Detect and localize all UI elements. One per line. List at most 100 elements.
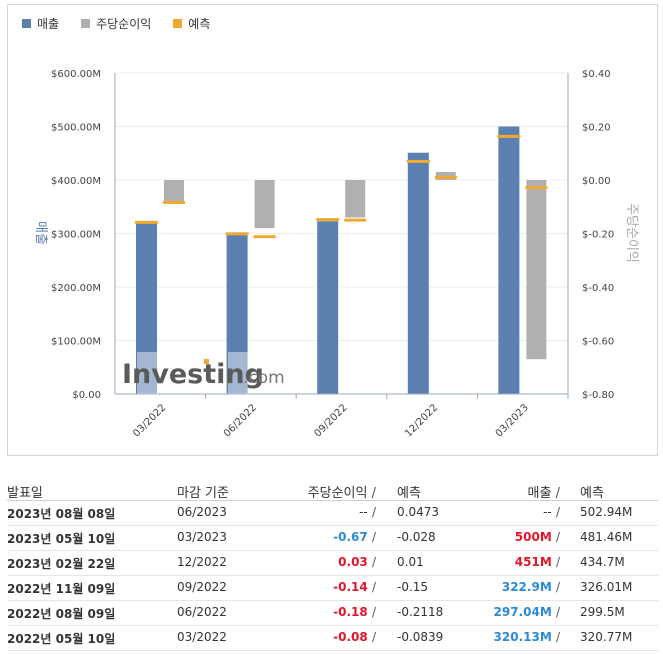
row-revenue-value: -- bbox=[543, 505, 552, 519]
y-tick-label-right: $0.00 bbox=[582, 176, 611, 187]
y-tick-label-left: $600.00M bbox=[51, 69, 101, 80]
row-eps-value: 0.03 bbox=[338, 555, 368, 569]
row-eps-slash: / bbox=[371, 605, 376, 619]
forecast-swatch-icon bbox=[173, 19, 183, 28]
eps-swatch-icon bbox=[81, 19, 91, 28]
legend-label-revenue: 매출 bbox=[37, 17, 60, 31]
row-eps-slash: / bbox=[371, 505, 376, 519]
row-date: 2023년 05월 10일 bbox=[7, 532, 116, 546]
watermark-fade bbox=[137, 352, 158, 394]
row-revenue-value: 500M bbox=[514, 530, 552, 544]
revenue-forecast-marker bbox=[135, 220, 158, 224]
table-body: 2023년 08월 08일 06/2023 -- / 0.0473 -- / 502.94… bbox=[7, 501, 658, 651]
row-eps-forecast: -0.15 bbox=[397, 580, 429, 594]
row-eps-value: -0.14 bbox=[333, 580, 368, 594]
table-row[interactable]: 2023년 02월 22일 12/2022 0.03 / 0.01 451M / 434.… bbox=[7, 551, 658, 576]
row-eps-forecast: 0.01 bbox=[397, 555, 424, 569]
row-revenue-slash: / bbox=[555, 530, 560, 544]
row-period: 06/2022 bbox=[177, 605, 227, 619]
y-tick-label-right: $-0.60 bbox=[582, 337, 614, 348]
eps-forecast-marker bbox=[163, 200, 185, 204]
y-tick-label-right: $-0.80 bbox=[582, 390, 614, 401]
row-eps: -0.18 / bbox=[333, 605, 376, 619]
legend-label-forecast: 예측 bbox=[188, 17, 211, 31]
row-eps-value: -0.18 bbox=[333, 605, 368, 619]
row-eps: 0.03 / bbox=[338, 555, 376, 569]
row-revenue-slash: / bbox=[555, 580, 560, 594]
header-eps[interactable]: 주당순이익 / bbox=[308, 482, 376, 501]
header-date[interactable]: 발표일 bbox=[7, 486, 43, 501]
earnings-table: 발표일 마감 기준 주당순이익 / 예측 매출 / 예측 2023년 08월 0… bbox=[7, 478, 658, 651]
header-period[interactable]: 마감 기준 bbox=[177, 486, 229, 501]
row-revenue: -- / bbox=[543, 505, 560, 519]
legend-item-eps[interactable]: 주당순이익 bbox=[81, 15, 151, 32]
row-revenue-forecast: 326.01M bbox=[580, 580, 633, 594]
header-eps-label: 주당순이익 bbox=[307, 486, 368, 501]
eps-forecast-marker bbox=[344, 218, 367, 222]
legend-item-revenue[interactable]: 매출 bbox=[22, 15, 59, 32]
row-revenue: 451M / bbox=[515, 555, 560, 569]
row-date: 2023년 08월 08일 bbox=[7, 507, 116, 521]
watermark-brand: Investing bbox=[122, 359, 264, 390]
legend-item-forecast[interactable]: 예측 bbox=[173, 15, 210, 32]
row-period: 09/2022 bbox=[177, 580, 227, 594]
row-date: 2022년 08월 09일 bbox=[7, 607, 116, 621]
header-revenue-label: 매출 bbox=[527, 486, 552, 501]
header-revenue-forecast[interactable]: 예측 bbox=[580, 486, 604, 501]
header-eps-forecast[interactable]: 예측 bbox=[397, 486, 421, 501]
table-row[interactable]: 2022년 08월 09일 06/2022 -0.18 / -0.2118 297.04… bbox=[7, 601, 658, 626]
row-eps-slash: / bbox=[371, 630, 376, 644]
eps-forecast-marker bbox=[525, 185, 548, 189]
row-revenue-value: 297.04M bbox=[493, 605, 552, 619]
row-eps-value: -- bbox=[359, 505, 368, 519]
row-eps-slash: / bbox=[371, 580, 376, 594]
y-tick-label-right: $-0.40 bbox=[582, 283, 614, 294]
header-eps-slash: / bbox=[371, 486, 376, 501]
row-eps-value: -0.67 bbox=[333, 530, 368, 544]
row-revenue-slash: / bbox=[555, 605, 560, 619]
table-row[interactable]: 2022년 05월 10일 03/2022 -0.08 / -0.0839 320.13… bbox=[7, 626, 658, 651]
row-date: 2022년 11월 09일 bbox=[7, 582, 116, 596]
revenue-forecast-marker bbox=[497, 134, 521, 138]
revenue-bar bbox=[317, 221, 339, 394]
x-tick-label: 03/2022 bbox=[131, 402, 168, 439]
y-tick-label-left: $100.00M bbox=[51, 337, 101, 348]
revenue-bar bbox=[498, 126, 520, 394]
eps-bar bbox=[526, 180, 547, 360]
row-date: 2022년 05월 10일 bbox=[7, 632, 116, 646]
y-tick-label-left: $400.00M bbox=[51, 176, 101, 187]
x-tick-label: 06/2022 bbox=[222, 402, 259, 439]
row-eps: -0.67 / bbox=[333, 530, 376, 544]
header-revenue[interactable]: 매출 / bbox=[528, 482, 560, 501]
revenue-bar bbox=[136, 222, 157, 394]
table-row[interactable]: 2022년 11월 09일 09/2022 -0.14 / -0.15 322.9M /… bbox=[7, 576, 658, 601]
row-revenue-forecast: 481.46M bbox=[580, 530, 633, 544]
row-revenue: 500M / bbox=[515, 530, 560, 544]
row-eps: -0.14 / bbox=[333, 580, 376, 594]
table-row[interactable]: 2023년 08월 08일 06/2023 -- / 0.0473 -- / 502.94… bbox=[7, 501, 658, 526]
y-tick-label-left: $500.00M bbox=[51, 123, 101, 134]
row-eps-slash: / bbox=[371, 555, 376, 569]
revenue-forecast-marker bbox=[316, 218, 340, 222]
chart-legend: 매출 주당순이익 예측 bbox=[22, 15, 210, 32]
x-tick-label: 09/2022 bbox=[312, 402, 349, 439]
header-revenue-slash: / bbox=[555, 486, 560, 501]
row-eps-forecast: 0.0473 bbox=[397, 505, 439, 519]
eps-forecast-marker bbox=[253, 235, 276, 239]
row-eps-forecast: -0.0839 bbox=[397, 630, 444, 644]
row-period: 12/2022 bbox=[177, 555, 227, 569]
y-tick-label-left: $200.00M bbox=[51, 283, 101, 294]
row-eps-slash: / bbox=[371, 530, 376, 544]
chart-bars bbox=[135, 126, 548, 394]
y-tick-label-right: $-0.20 bbox=[582, 230, 614, 241]
earnings-chart-panel: 매출 주당순이익 예측 bbox=[7, 4, 658, 456]
row-date: 2023년 02월 22일 bbox=[7, 557, 116, 571]
table-row[interactable]: 2023년 05월 10일 03/2023 -0.67 / -0.028 500M / 4… bbox=[7, 526, 658, 551]
chart-grid bbox=[115, 72, 568, 395]
y-tick-label-left: $300.00M bbox=[51, 230, 101, 241]
y-axis-right-label: 주당순이익 bbox=[624, 203, 639, 263]
x-tick-label: 12/2022 bbox=[403, 402, 440, 439]
revenue-forecast-marker bbox=[406, 159, 430, 163]
row-period: 03/2023 bbox=[177, 530, 227, 544]
eps-bar bbox=[254, 180, 275, 229]
